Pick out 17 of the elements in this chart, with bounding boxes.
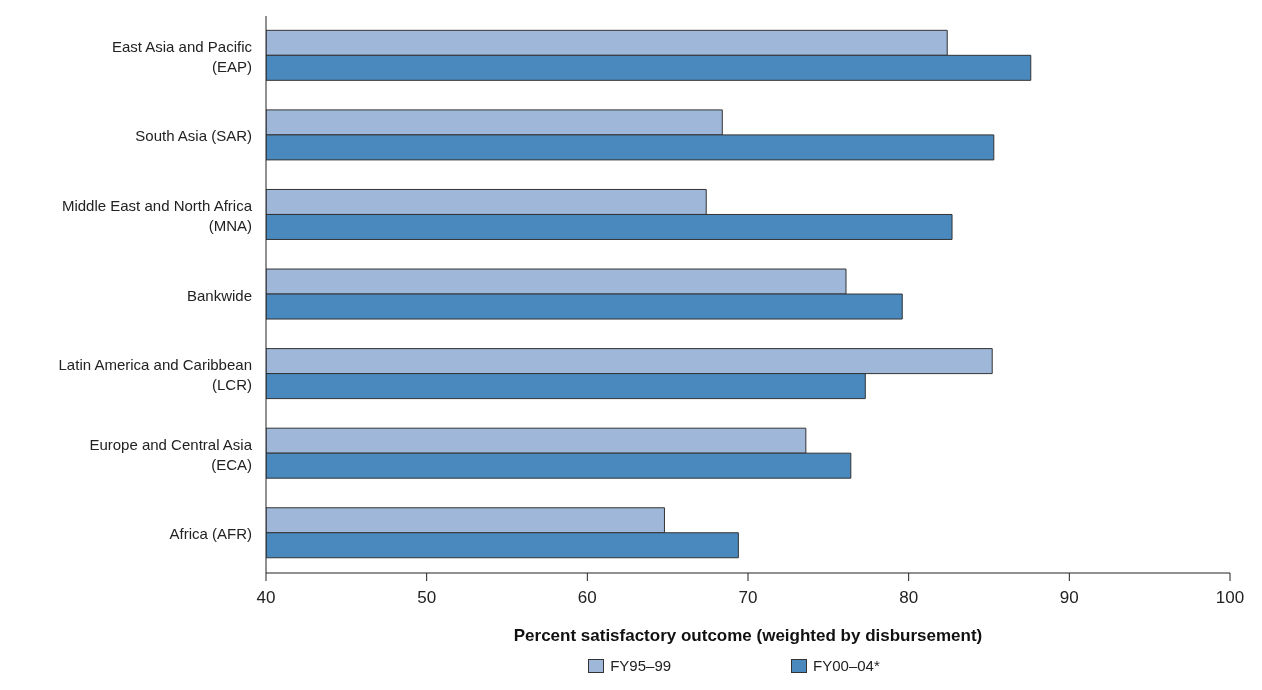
y-tick-label: Africa (AFR)	[169, 524, 252, 542]
y-tick-label: Middle East and North Africa (MNA)	[61, 196, 253, 234]
x-tick-label: 70	[738, 588, 758, 608]
x-tick-label: 80	[899, 588, 919, 608]
x-tick-label: 60	[577, 588, 597, 608]
x-tick-label: 90	[1059, 588, 1079, 608]
x-tick-label: 40	[256, 588, 276, 608]
y-tick-label: South Asia (SAR)	[135, 126, 252, 144]
y-tick-label: Europe and Central Asia (ECA)	[89, 435, 253, 473]
legend-label: FY00–04*	[812, 657, 880, 674]
x-tick-label: 50	[417, 588, 437, 608]
y-tick-label: East Asia and Pacific (EAP)	[111, 37, 253, 75]
y-tick-label: Latin America and Caribbean (LCR)	[58, 355, 252, 393]
x-axis-title: Percent satisfactory outcome (weighted by disbursement)	[513, 626, 983, 645]
legend-label: FY95–99	[609, 657, 672, 674]
y-tick-label: Bankwide	[186, 286, 252, 303]
x-tick-label: 100	[1215, 588, 1245, 608]
